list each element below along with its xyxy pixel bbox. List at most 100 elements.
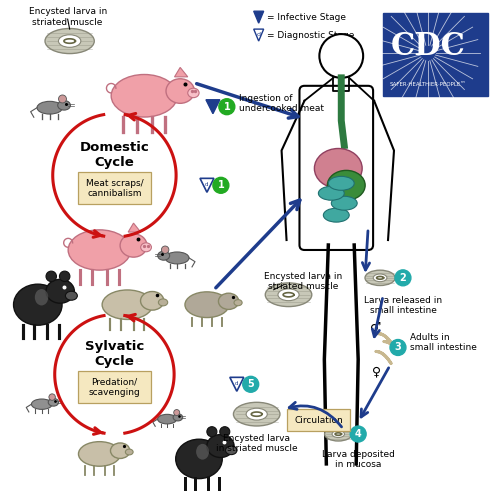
Polygon shape bbox=[254, 29, 264, 41]
Circle shape bbox=[395, 270, 411, 286]
Polygon shape bbox=[200, 178, 214, 192]
Text: ♀: ♀ bbox=[371, 366, 381, 379]
Circle shape bbox=[46, 271, 56, 281]
Circle shape bbox=[350, 426, 366, 442]
Text: Meat scraps/
cannibalism: Meat scraps/ cannibalism bbox=[85, 179, 143, 198]
FancyBboxPatch shape bbox=[299, 86, 373, 250]
Text: Encysted larva in
striated muscle: Encysted larva in striated muscle bbox=[264, 272, 342, 291]
Text: Domestic
Cycle: Domestic Cycle bbox=[80, 142, 149, 169]
Text: CDC: CDC bbox=[390, 31, 465, 62]
Ellipse shape bbox=[265, 283, 312, 307]
Ellipse shape bbox=[37, 101, 62, 114]
Polygon shape bbox=[206, 100, 220, 114]
Circle shape bbox=[207, 427, 217, 437]
Text: 3: 3 bbox=[395, 342, 401, 352]
Polygon shape bbox=[128, 223, 141, 232]
Ellipse shape bbox=[365, 270, 395, 285]
Text: Larva deposited
in mucosa: Larva deposited in mucosa bbox=[322, 450, 395, 469]
Ellipse shape bbox=[328, 170, 365, 200]
Ellipse shape bbox=[329, 176, 354, 190]
Ellipse shape bbox=[246, 408, 267, 420]
Text: Circulation: Circulation bbox=[294, 416, 343, 425]
Ellipse shape bbox=[111, 443, 130, 459]
Ellipse shape bbox=[48, 399, 59, 406]
Ellipse shape bbox=[278, 289, 299, 301]
Ellipse shape bbox=[314, 149, 362, 188]
Ellipse shape bbox=[45, 29, 94, 54]
Ellipse shape bbox=[196, 444, 209, 460]
Ellipse shape bbox=[165, 252, 189, 264]
Text: Encysted larva in
striated muscle: Encysted larva in striated muscle bbox=[29, 7, 107, 27]
Circle shape bbox=[320, 34, 363, 78]
Ellipse shape bbox=[141, 291, 164, 310]
Circle shape bbox=[220, 427, 230, 437]
Text: SAFER·HEALTHIER·PEOPLE™: SAFER·HEALTHIER·PEOPLE™ bbox=[389, 82, 466, 87]
Ellipse shape bbox=[218, 293, 239, 309]
Ellipse shape bbox=[58, 35, 81, 47]
Ellipse shape bbox=[207, 434, 234, 458]
Ellipse shape bbox=[58, 100, 71, 110]
Circle shape bbox=[390, 339, 406, 355]
Circle shape bbox=[162, 246, 169, 253]
Circle shape bbox=[219, 99, 235, 115]
Ellipse shape bbox=[125, 449, 133, 455]
Text: 5: 5 bbox=[247, 379, 254, 389]
Circle shape bbox=[49, 394, 55, 400]
FancyBboxPatch shape bbox=[78, 172, 151, 204]
Text: 1: 1 bbox=[217, 180, 224, 190]
Ellipse shape bbox=[158, 414, 177, 424]
Text: d: d bbox=[235, 381, 239, 386]
Ellipse shape bbox=[120, 234, 147, 257]
Ellipse shape bbox=[159, 299, 167, 306]
Ellipse shape bbox=[325, 427, 352, 441]
Circle shape bbox=[58, 95, 67, 103]
Ellipse shape bbox=[373, 274, 387, 281]
Ellipse shape bbox=[102, 290, 153, 319]
Ellipse shape bbox=[176, 439, 222, 479]
FancyBboxPatch shape bbox=[78, 371, 151, 403]
Ellipse shape bbox=[111, 74, 177, 117]
Text: Ingestion of
undercooked meat: Ingestion of undercooked meat bbox=[239, 94, 324, 114]
Ellipse shape bbox=[331, 196, 357, 210]
Ellipse shape bbox=[46, 279, 75, 303]
Ellipse shape bbox=[68, 230, 131, 270]
Ellipse shape bbox=[324, 208, 349, 222]
Ellipse shape bbox=[158, 251, 169, 260]
Text: Larva released in
small intestine: Larva released in small intestine bbox=[364, 296, 442, 315]
Circle shape bbox=[59, 271, 70, 281]
Ellipse shape bbox=[234, 300, 242, 306]
Text: 1: 1 bbox=[223, 102, 230, 112]
Ellipse shape bbox=[166, 79, 194, 103]
Circle shape bbox=[213, 177, 229, 193]
FancyBboxPatch shape bbox=[287, 409, 350, 431]
Text: Predation/
scavenging: Predation/ scavenging bbox=[88, 377, 140, 397]
Polygon shape bbox=[254, 11, 264, 23]
Ellipse shape bbox=[35, 289, 48, 306]
Ellipse shape bbox=[234, 402, 280, 426]
Ellipse shape bbox=[141, 243, 152, 252]
Text: = Infective Stage: = Infective Stage bbox=[267, 13, 346, 22]
Ellipse shape bbox=[32, 399, 52, 409]
Text: ♂: ♂ bbox=[370, 321, 382, 334]
Polygon shape bbox=[230, 377, 244, 391]
Ellipse shape bbox=[332, 430, 344, 437]
Ellipse shape bbox=[225, 446, 237, 455]
Ellipse shape bbox=[173, 414, 183, 421]
Text: = Diagnostic Stage: = Diagnostic Stage bbox=[267, 31, 354, 39]
Text: 4: 4 bbox=[355, 429, 362, 439]
Text: 2: 2 bbox=[400, 273, 407, 283]
Ellipse shape bbox=[65, 291, 78, 300]
Text: d: d bbox=[205, 182, 208, 187]
Text: Sylvatic
Cycle: Sylvatic Cycle bbox=[85, 340, 144, 369]
Ellipse shape bbox=[13, 284, 62, 325]
Circle shape bbox=[243, 376, 259, 392]
Ellipse shape bbox=[318, 186, 344, 200]
Circle shape bbox=[174, 409, 180, 416]
Text: Adults in
small intestine: Adults in small intestine bbox=[410, 333, 477, 352]
Text: Encysted larva
in striated muscle: Encysted larva in striated muscle bbox=[216, 434, 297, 454]
Ellipse shape bbox=[185, 292, 229, 317]
Ellipse shape bbox=[79, 442, 121, 466]
Ellipse shape bbox=[188, 88, 199, 97]
Text: d: d bbox=[257, 31, 261, 36]
FancyBboxPatch shape bbox=[383, 13, 488, 96]
